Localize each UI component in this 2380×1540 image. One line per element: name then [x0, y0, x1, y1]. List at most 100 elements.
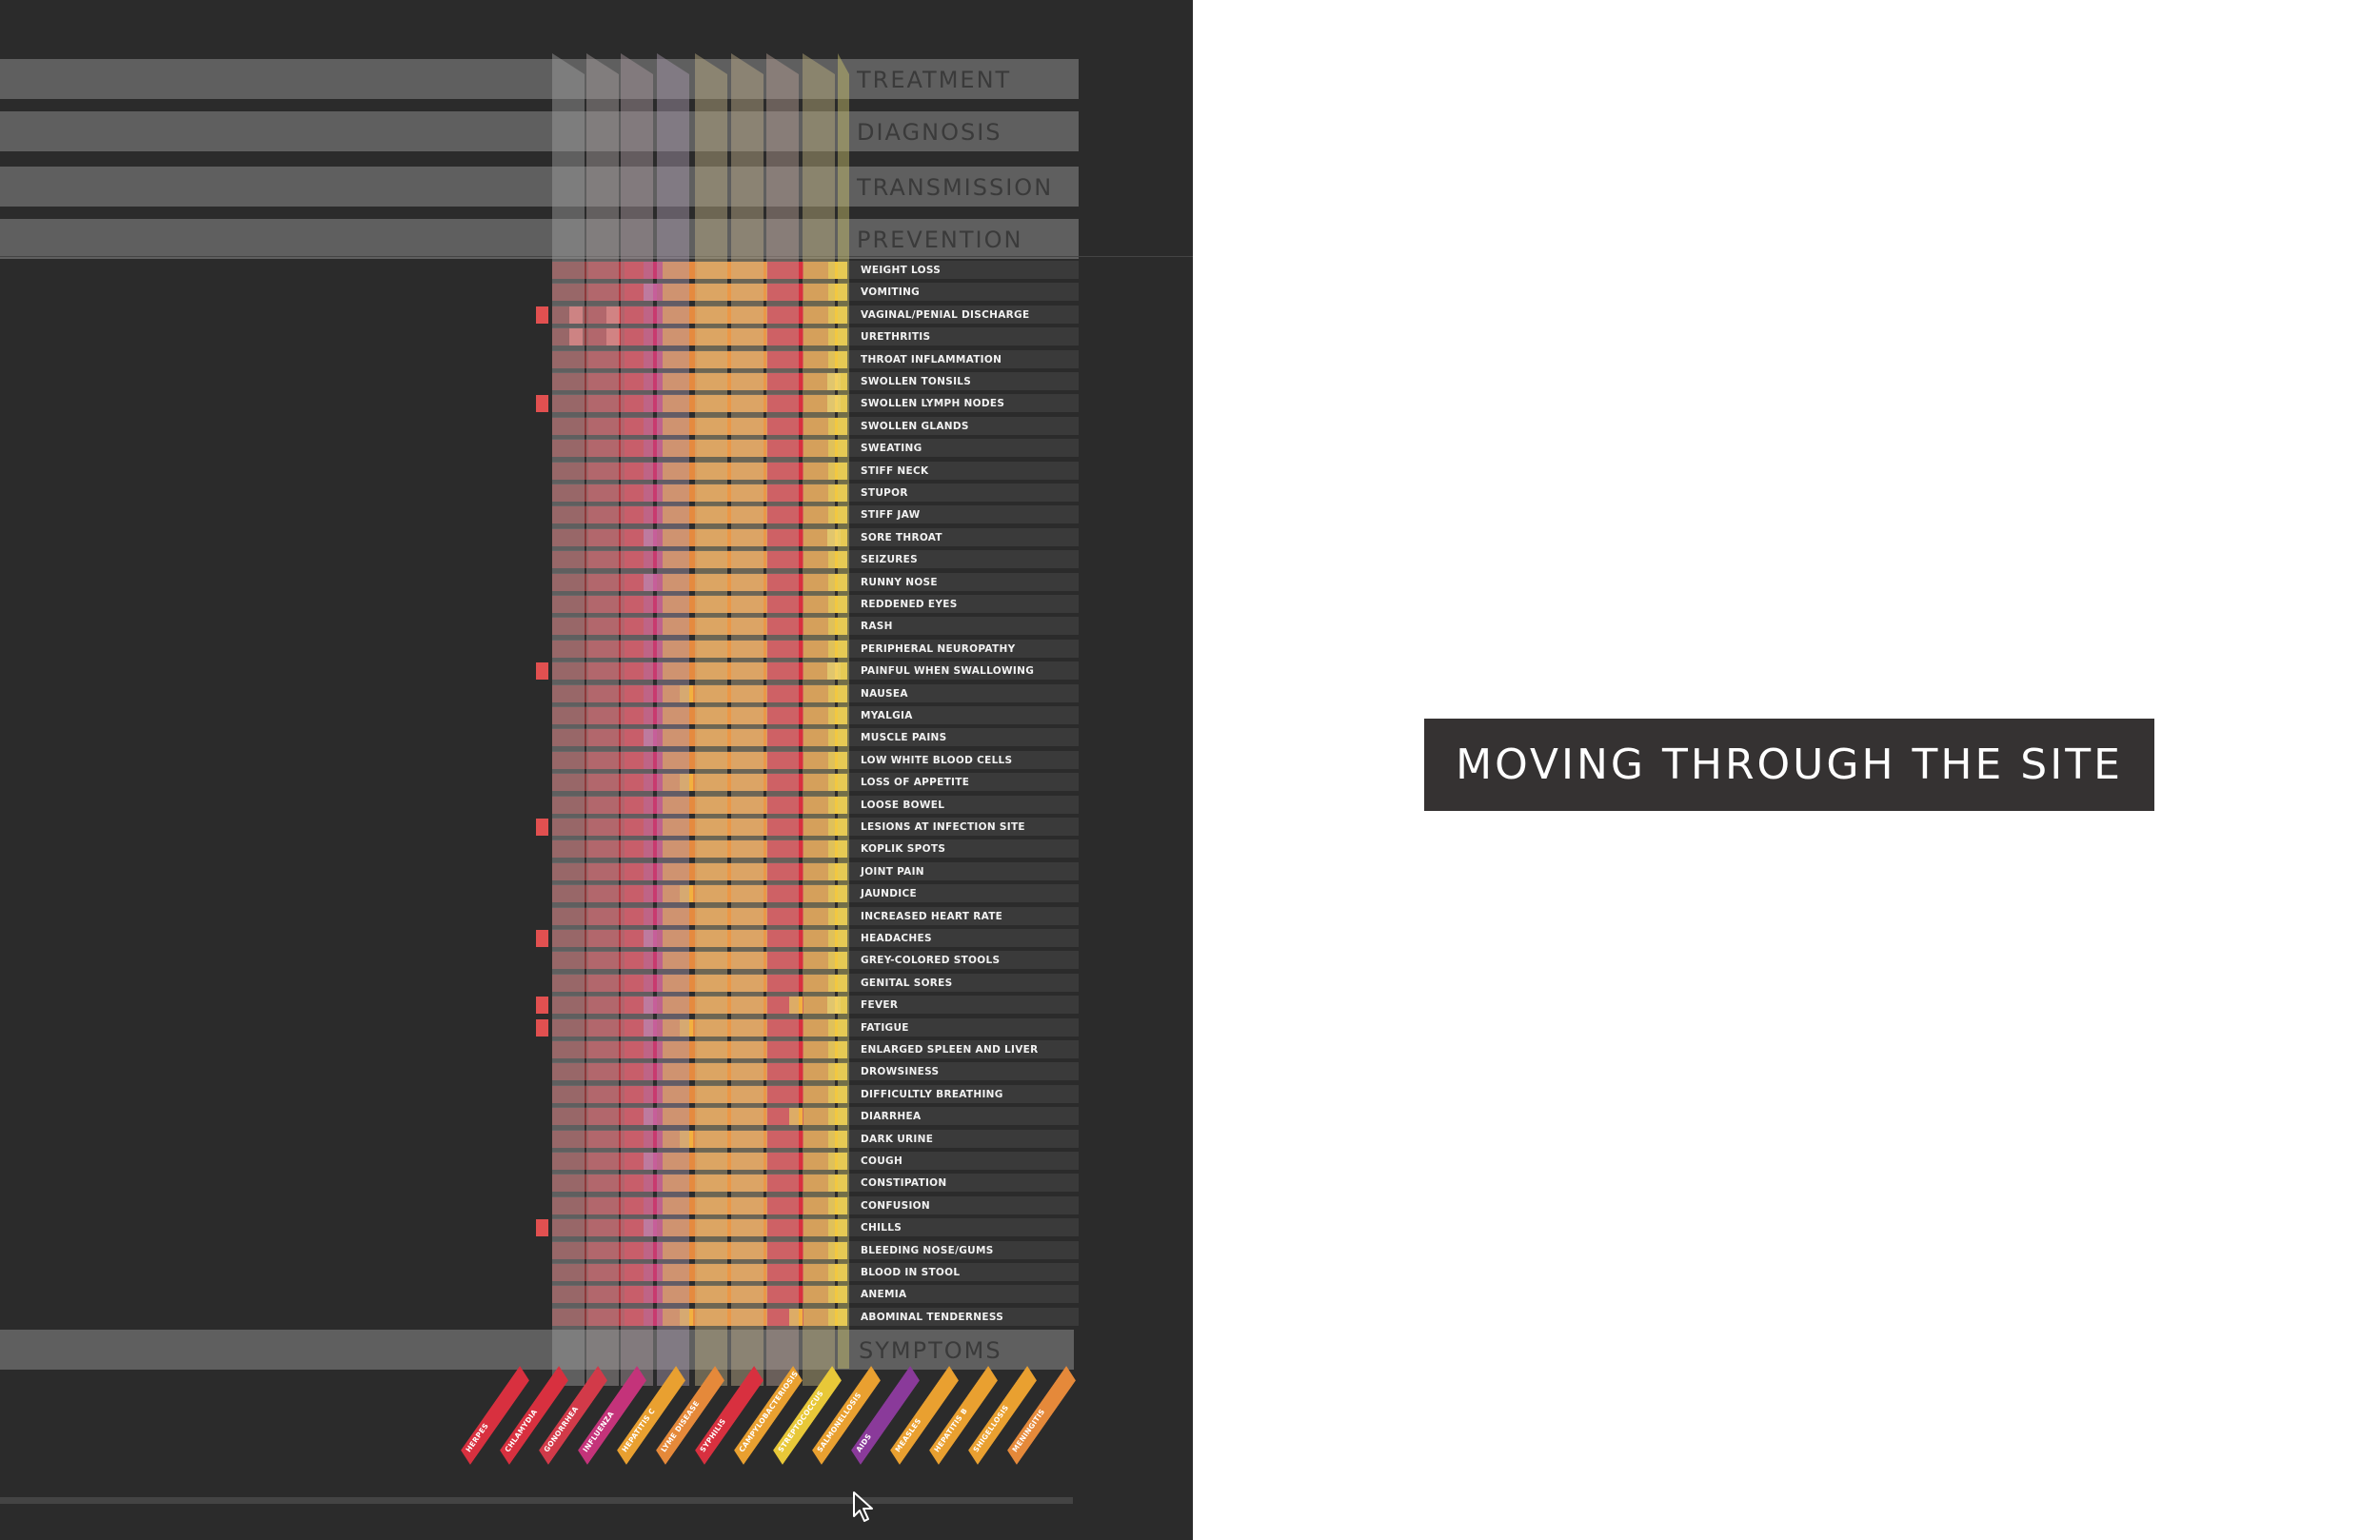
disease-tab[interactable]: SALMONELLOSIS	[808, 1366, 884, 1465]
symptom-row[interactable]: SWOLLEN GLANDS	[0, 416, 1193, 436]
symptom-row[interactable]: THROAT INFLAMMATION	[0, 349, 1193, 369]
symptom-row[interactable]: FEVER	[0, 996, 1193, 1015]
symptom-row[interactable]: PERIPHERAL NEUROPATHY	[0, 639, 1193, 659]
symptom-cell	[588, 395, 625, 413]
symptom-row[interactable]: RASH	[0, 617, 1193, 636]
symptom-highlight-cell	[536, 395, 548, 413]
category-bar-treatment[interactable]	[0, 59, 1079, 99]
symptom-row[interactable]: SWEATING	[0, 439, 1193, 458]
symptom-row[interactable]: WEIGHT LOSS	[0, 261, 1193, 280]
horizontal-scrollbar[interactable]	[0, 1497, 1073, 1504]
symptom-row[interactable]: LOOSE BOWEL	[0, 795, 1193, 815]
symptom-row[interactable]: GREY-COLORED STOOLS	[0, 951, 1193, 970]
symptom-cell	[803, 284, 828, 302]
symptom-row[interactable]: DROWSINESS	[0, 1062, 1193, 1081]
symptom-row[interactable]: BLEEDING NOSE/GUMS	[0, 1240, 1193, 1260]
symptom-highlight-cell	[827, 395, 841, 413]
symptom-row[interactable]: LESIONS AT INFECTION SITE	[0, 818, 1193, 837]
symptom-cell	[697, 1175, 767, 1193]
disease-tab[interactable]: AIDS	[847, 1366, 923, 1465]
symptom-row[interactable]: PAINFUL WHEN SWALLOWING	[0, 661, 1193, 681]
symptom-cell	[803, 1041, 828, 1058]
disease-tab[interactable]: MENINGITIS	[1003, 1366, 1080, 1465]
disease-tab[interactable]: HEPATITIS B	[925, 1366, 1002, 1465]
symptom-row[interactable]: SWOLLEN TONSILS	[0, 372, 1193, 391]
symptom-highlight-cell	[536, 306, 548, 324]
symptom-row[interactable]: BLOOD IN STOOL	[0, 1263, 1193, 1282]
disease-tab[interactable]: LYME DISEASE	[652, 1366, 728, 1465]
symptom-row[interactable]: KOPLIK SPOTS	[0, 839, 1193, 859]
symptom-label: GENITAL SORES	[861, 977, 953, 989]
disease-tab[interactable]: GONORRHEA	[535, 1366, 611, 1465]
symptom-cell	[552, 1264, 588, 1281]
symptom-row[interactable]: ABOMINAL TENDERNESS	[0, 1307, 1193, 1327]
symptom-row[interactable]: SORE THROAT	[0, 527, 1193, 547]
symptom-row[interactable]: DARK URINE	[0, 1129, 1193, 1149]
symptom-cell	[588, 796, 625, 814]
symptom-row[interactable]: HEADACHES	[0, 929, 1193, 948]
symptom-row[interactable]: LOW WHITE BLOOD CELLS	[0, 750, 1193, 770]
symptom-row[interactable]: SWOLLEN LYMPH NODES	[0, 394, 1193, 413]
symptom-highlight-cell	[536, 997, 548, 1015]
symptom-cell	[588, 1063, 625, 1081]
disease-tab[interactable]: SYPHILIS	[691, 1366, 767, 1465]
disease-tab[interactable]: SHIGELLOSIS	[964, 1366, 1041, 1465]
symptom-cell	[552, 1130, 588, 1148]
category-bar-symptoms[interactable]	[0, 1330, 1074, 1370]
disease-tab[interactable]: INFLUENZA	[574, 1366, 650, 1465]
symptom-row[interactable]: FATIGUE	[0, 1017, 1193, 1037]
symptom-row[interactable]: STUPOR	[0, 484, 1193, 503]
symptom-cell	[697, 350, 767, 368]
symptom-row[interactable]: DIFFICULTLY BREATHING	[0, 1084, 1193, 1104]
symptom-row[interactable]: COUGH	[0, 1152, 1193, 1171]
category-bar-transmission[interactable]	[0, 167, 1079, 207]
symptom-cell	[552, 1153, 588, 1170]
symptom-cell	[803, 640, 828, 658]
symptom-row[interactable]: STIFF JAW	[0, 505, 1193, 524]
symptom-row[interactable]: CONFUSION	[0, 1195, 1193, 1215]
symptom-row[interactable]: INCREASED HEART RATE	[0, 906, 1193, 926]
symptom-row[interactable]: URETHRITIS	[0, 327, 1193, 346]
symptom-cell	[803, 840, 828, 859]
symptom-cell	[644, 952, 663, 970]
symptom-row[interactable]: STIFF NECK	[0, 461, 1193, 481]
symptom-cell	[697, 284, 767, 302]
symptom-cell	[625, 1286, 644, 1304]
symptom-row[interactable]: GENITAL SORES	[0, 973, 1193, 993]
symptom-row[interactable]: CONSTIPATION	[0, 1174, 1193, 1193]
symptom-cell	[644, 974, 663, 992]
symptom-row[interactable]: ENLARGED SPLEEN AND LIVER	[0, 1040, 1193, 1059]
symptom-row[interactable]: SEIZURES	[0, 550, 1193, 569]
disease-tab[interactable]: STREPTOCOCCUS	[769, 1366, 845, 1465]
symptom-cell	[644, 350, 663, 368]
symptom-row[interactable]: JOINT PAIN	[0, 861, 1193, 881]
disease-tab[interactable]: HERPES	[457, 1366, 533, 1465]
symptom-row[interactable]: ANEMIA	[0, 1285, 1193, 1304]
disease-tab[interactable]: MEASLES	[886, 1366, 962, 1465]
symptom-row[interactable]: REDDENED EYES	[0, 595, 1193, 614]
symptom-cell	[767, 862, 803, 880]
symptom-cell	[803, 1286, 828, 1304]
symptom-row[interactable]: JAUNDICE	[0, 884, 1193, 903]
category-bar-diagnosis[interactable]	[0, 111, 1079, 151]
symptom-row[interactable]: VOMITING	[0, 283, 1193, 302]
symptom-cell	[803, 328, 828, 346]
symptom-highlight-cell	[644, 729, 657, 747]
symptom-cell	[552, 462, 588, 480]
symptom-cell	[663, 395, 697, 413]
symptom-row[interactable]: CHILLS	[0, 1218, 1193, 1237]
symptom-cell	[697, 1108, 767, 1126]
disease-tab[interactable]: CHLAMYDIA	[496, 1366, 572, 1465]
symptom-cell	[828, 484, 847, 502]
disease-tab[interactable]: CAMPYLOBACTERIOSIS	[730, 1366, 806, 1465]
symptom-row[interactable]: NAUSEA	[0, 683, 1193, 703]
symptom-row[interactable]: VAGINAL/PENIAL DISCHARGE	[0, 305, 1193, 325]
symptom-row[interactable]: DIARRHEA	[0, 1107, 1193, 1126]
disease-tab[interactable]: HEPATITIS C	[613, 1366, 689, 1465]
symptom-row[interactable]: LOSS OF APPETITE	[0, 773, 1193, 792]
category-bar-prevention[interactable]	[0, 219, 1079, 259]
symptom-row[interactable]: RUNNY NOSE	[0, 572, 1193, 592]
symptom-row[interactable]: MYALGIA	[0, 706, 1193, 725]
symptom-row[interactable]: MUSCLE PAINS	[0, 728, 1193, 747]
symptom-cell	[625, 819, 644, 836]
